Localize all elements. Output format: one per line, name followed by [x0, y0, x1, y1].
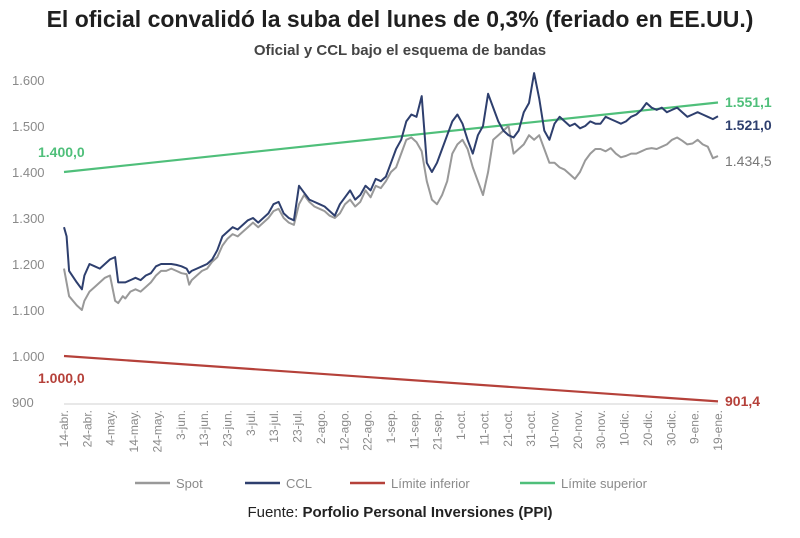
source-line: Fuente: Porfolio Personal Inversiones (P… — [0, 504, 800, 521]
annotation-start-superior: 1.400,0 — [38, 144, 85, 160]
x-tick-label: 11-oct. — [477, 410, 491, 446]
annotation-end-spot: 1.434,5 — [725, 153, 772, 169]
x-tick-label: 1-sep. — [384, 410, 398, 443]
x-tick-label: 9-ene. — [688, 410, 702, 444]
y-tick-label: 1.300 — [12, 211, 45, 226]
source-prefix: Fuente: — [247, 504, 303, 521]
series-line-spot — [63, 125, 719, 311]
x-tick-label: 3-jun. — [174, 410, 188, 440]
y-tick-label: 900 — [12, 395, 34, 410]
source-name: Porfolio Personal Inversiones (PPI) — [302, 504, 553, 521]
x-tick-label: 20-nov. — [571, 410, 585, 449]
x-tick-label: 12-ago. — [337, 410, 351, 451]
x-tick-label: 24-abr. — [80, 410, 94, 447]
y-tick-label: 1.600 — [12, 73, 45, 88]
y-tick-label: 1.400 — [12, 165, 45, 180]
x-tick-label: 23-jul. — [291, 410, 305, 443]
x-tick-label: 2-ago. — [314, 410, 328, 444]
x-tick-label: 11-sep. — [407, 410, 421, 449]
series-line-limite-inferior — [63, 354, 719, 403]
x-tick-label: 10-dic. — [618, 410, 632, 446]
y-axis: 900 1.000 1.100 1.200 1.300 1.400 1.500 1.600 — [12, 73, 45, 410]
x-tick-label: 30-nov. — [594, 410, 608, 449]
x-tick-label: 30-dic. — [664, 410, 678, 446]
annotation-end-superior: 1.551,1 — [725, 94, 772, 110]
legend-label-limite-superior: Límite superior — [561, 476, 648, 491]
x-axis: 14-abr. 24-abr. 4-may. 14-may. 24-may. 3-jun.… — [57, 403, 725, 452]
x-tick-label: 3-jul. — [244, 410, 258, 436]
x-tick-label: 1-oct. — [454, 410, 468, 440]
y-tick-label: 1.500 — [12, 119, 45, 134]
annotation-end-ccl: 1.521,0 — [725, 117, 772, 133]
annotation-end-inferior: 901,4 — [725, 393, 760, 409]
annotation-start-inferior: 1.000,0 — [38, 370, 85, 386]
legend-label-spot: Spot — [176, 476, 203, 491]
x-tick-label: 22-ago. — [361, 410, 375, 451]
x-tick-label: 24-may. — [150, 410, 164, 452]
legend-label-ccl: CCL — [286, 476, 312, 491]
series-line-limite-superior — [63, 101, 719, 174]
x-tick-label: 31-oct. — [524, 410, 538, 447]
x-tick-label: 14-abr. — [57, 410, 71, 447]
legend-label-limite-inferior: Límite inferior — [391, 476, 470, 491]
series-line-ccl — [63, 72, 719, 291]
x-tick-label: 10-nov. — [548, 410, 562, 449]
x-tick-label: 13-jul. — [267, 410, 281, 443]
annotations-group: 1.400,0 1.000,0 1.551,1 1.521,0 1.434,5 … — [38, 94, 772, 409]
series-group — [63, 72, 719, 403]
x-tick-label: 20-dic. — [641, 410, 655, 446]
y-tick-label: 1.100 — [12, 303, 45, 318]
x-tick-label: 13-jun. — [197, 410, 211, 447]
chart-title: El oficial convalidó la suba del lunes d… — [46, 6, 754, 32]
chart-subtitle: Oficial y CCL bajo el esquema de bandas — [253, 42, 547, 59]
y-tick-label: 1.000 — [12, 349, 45, 364]
legend: Spot CCL Límite inferior Límite superior — [135, 476, 648, 491]
x-tick-label: 21-sep. — [431, 410, 445, 450]
x-tick-label: 19-ene. — [711, 410, 725, 451]
x-tick-label: 14-may. — [127, 410, 141, 452]
x-tick-label: 21-oct. — [501, 410, 515, 447]
y-tick-label: 1.200 — [12, 257, 45, 272]
x-tick-label: 23-jun. — [221, 410, 235, 447]
x-tick-label: 4-may. — [104, 410, 118, 446]
